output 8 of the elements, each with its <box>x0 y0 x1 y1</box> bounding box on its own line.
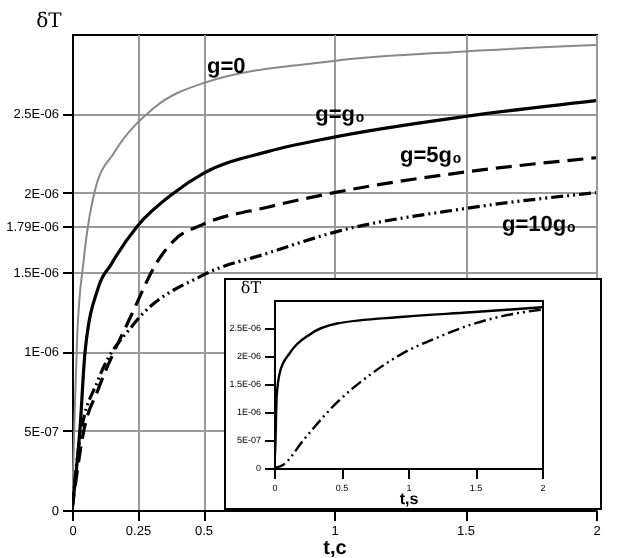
x-axis-title: t,s <box>399 490 420 508</box>
x-axis-title: t,c <box>323 538 348 558</box>
series-label: g=10g₀ <box>501 212 577 237</box>
series-label: g=g₀ <box>315 103 365 128</box>
y-axis-title: δT <box>240 279 263 297</box>
y-axis-title: δT <box>36 11 63 33</box>
series-label: g=0 <box>207 55 246 80</box>
series-label: g=5g₀ <box>400 144 463 169</box>
